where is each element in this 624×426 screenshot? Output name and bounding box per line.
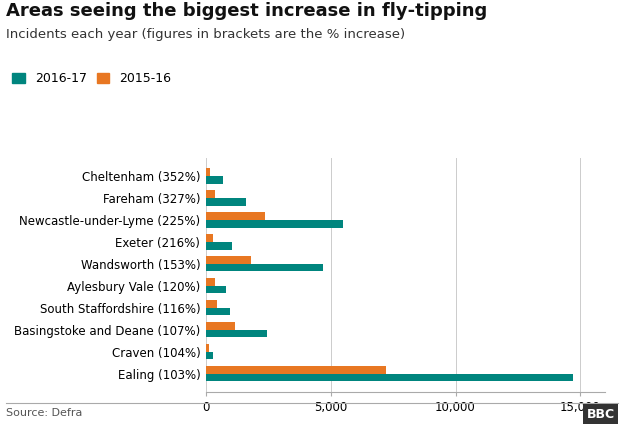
Bar xyxy=(206,220,343,227)
Bar xyxy=(206,212,265,220)
Text: Areas seeing the biggest increase in fly-tipping: Areas seeing the biggest increase in fly… xyxy=(6,2,487,20)
Bar xyxy=(206,264,323,271)
Bar xyxy=(206,300,217,308)
Bar xyxy=(206,242,232,250)
Bar xyxy=(206,308,230,315)
Bar xyxy=(206,278,215,286)
Bar xyxy=(206,351,213,359)
Bar xyxy=(206,322,235,330)
Bar xyxy=(206,198,246,206)
Bar xyxy=(206,374,573,381)
Legend: 2016-17, 2015-16: 2016-17, 2015-16 xyxy=(12,72,172,85)
Bar xyxy=(206,168,210,176)
Bar xyxy=(206,256,251,264)
Bar xyxy=(206,286,227,294)
Bar xyxy=(206,344,210,351)
Text: BBC: BBC xyxy=(587,408,615,420)
Bar xyxy=(206,190,215,198)
Text: Source: Defra: Source: Defra xyxy=(6,408,82,418)
Text: Incidents each year (figures in brackets are the % increase): Incidents each year (figures in brackets… xyxy=(6,28,406,41)
Bar xyxy=(206,234,213,242)
Bar xyxy=(206,366,386,374)
Bar xyxy=(206,176,223,184)
Bar xyxy=(206,330,267,337)
